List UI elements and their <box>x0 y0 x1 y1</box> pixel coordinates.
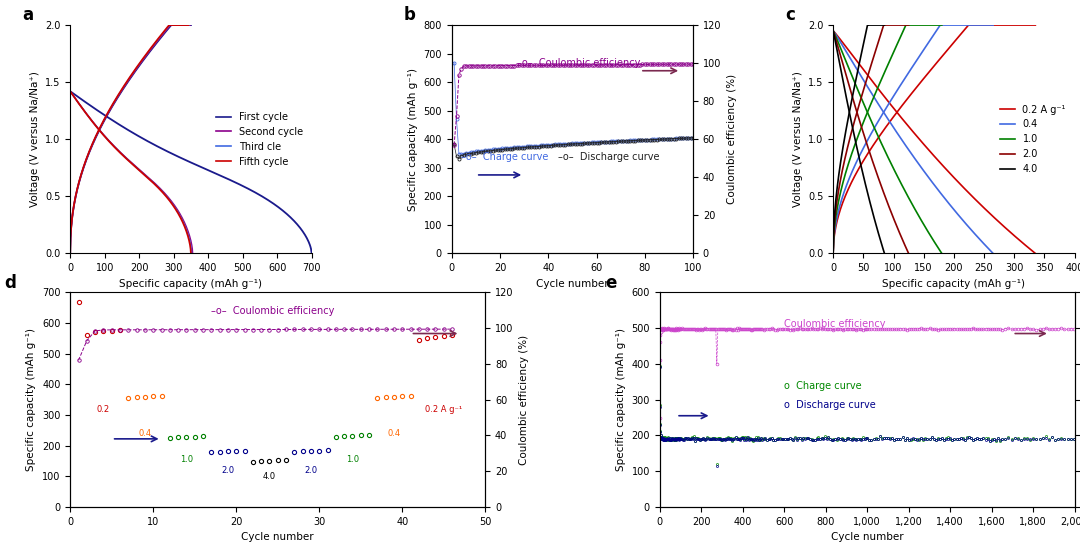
Text: Coulombic efficiency: Coulombic efficiency <box>784 319 886 329</box>
Text: 1.0: 1.0 <box>346 456 359 465</box>
X-axis label: Cycle number: Cycle number <box>536 278 609 289</box>
Text: 0.4: 0.4 <box>388 429 401 438</box>
Text: 0.2 A g⁻¹: 0.2 A g⁻¹ <box>426 405 462 414</box>
Y-axis label: Coulombic efficiency (%): Coulombic efficiency (%) <box>727 74 737 204</box>
Text: 0.4: 0.4 <box>138 429 151 438</box>
Y-axis label: Voltage (V versus Na/Na⁺): Voltage (V versus Na/Na⁺) <box>793 71 802 207</box>
Text: –o–  Coulombic efficiency: –o– Coulombic efficiency <box>517 58 640 68</box>
Text: 2.0: 2.0 <box>221 466 234 475</box>
Legend: 0.2 A g⁻¹, 0.4, 1.0, 2.0, 4.0: 0.2 A g⁻¹, 0.4, 1.0, 2.0, 4.0 <box>996 101 1069 178</box>
Text: d: d <box>4 274 16 292</box>
Text: b: b <box>404 7 416 25</box>
X-axis label: Cycle number: Cycle number <box>242 532 314 542</box>
Text: c: c <box>785 7 795 25</box>
Text: o  Charge curve: o Charge curve <box>784 381 862 391</box>
Text: –o–  Charge curve: –o– Charge curve <box>461 152 549 162</box>
Text: 0.2: 0.2 <box>97 405 110 414</box>
Y-axis label: Voltage (V versus Na/Na⁺): Voltage (V versus Na/Na⁺) <box>29 71 40 207</box>
Legend: First cycle, Second cycle, Third cle, Fifth cycle: First cycle, Second cycle, Third cle, Fi… <box>213 108 307 170</box>
Text: 2.0: 2.0 <box>305 466 318 475</box>
Text: a: a <box>22 7 33 25</box>
Text: 1.0: 1.0 <box>180 456 193 465</box>
X-axis label: Specific capacity (mAh g⁻¹): Specific capacity (mAh g⁻¹) <box>120 278 262 289</box>
Text: –o–  Coulombic efficiency: –o– Coulombic efficiency <box>212 306 335 316</box>
Text: 4.0: 4.0 <box>262 472 276 481</box>
Text: e: e <box>606 274 617 292</box>
Y-axis label: Specific capacity (mAh g⁻¹): Specific capacity (mAh g⁻¹) <box>408 68 418 211</box>
X-axis label: Specific capacity (mAh g⁻¹): Specific capacity (mAh g⁻¹) <box>882 278 1025 289</box>
Y-axis label: Specific capacity (mAh g⁻¹): Specific capacity (mAh g⁻¹) <box>616 328 625 471</box>
Y-axis label: Coulombic efficiency (%): Coulombic efficiency (%) <box>519 335 529 465</box>
Text: –o–  Discharge curve: –o– Discharge curve <box>558 152 660 162</box>
Y-axis label: Specific capacity (mAh g⁻¹): Specific capacity (mAh g⁻¹) <box>26 328 37 471</box>
Text: o  Discharge curve: o Discharge curve <box>784 400 876 410</box>
X-axis label: Cycle number: Cycle number <box>831 532 903 542</box>
